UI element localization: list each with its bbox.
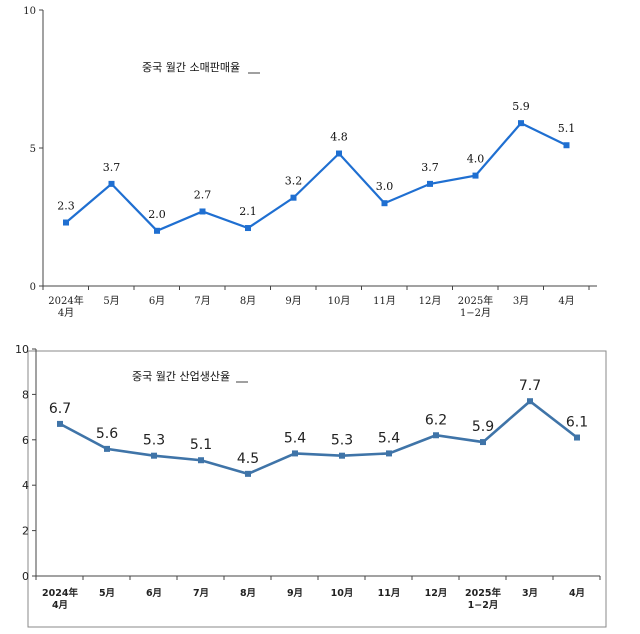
data-label: 5.1 bbox=[190, 437, 212, 453]
x-tick-label: 2025年 1−2月 bbox=[458, 294, 493, 319]
data-point bbox=[386, 450, 392, 457]
y-tick-label: 6 bbox=[22, 434, 29, 447]
y-tick-label: 2 bbox=[22, 525, 29, 538]
data-label: 2.7 bbox=[194, 188, 212, 201]
data-point bbox=[154, 227, 160, 234]
chart2-title: 중국 월간 산업생산율 bbox=[132, 370, 230, 383]
x-tick-label: 3月 bbox=[522, 588, 538, 599]
data-label: 5.3 bbox=[143, 433, 165, 449]
data-point bbox=[339, 452, 345, 459]
x-tick-label: 12月 bbox=[419, 295, 442, 307]
data-label: 5.9 bbox=[472, 419, 494, 435]
chart2-frame bbox=[27, 350, 607, 628]
data-label: 5.3 bbox=[331, 433, 353, 449]
chart2-x-ticks: 2024年 4月 5月 6月 7月 8月 9月 10月 11月 12月 2025年 1−2月 3月 4月 bbox=[35, 576, 601, 611]
data-point bbox=[427, 180, 433, 187]
x-tick-label: 7月 bbox=[193, 588, 209, 599]
data-label: 3.2 bbox=[285, 175, 303, 188]
series-line bbox=[65, 121, 567, 233]
data-label: 5.6 bbox=[96, 426, 118, 442]
y-tick-label: 5 bbox=[30, 144, 36, 155]
data-point bbox=[57, 420, 63, 427]
data-label: 3.7 bbox=[421, 161, 439, 174]
data-point bbox=[290, 194, 297, 201]
x-tick-label: 2024年 4月 bbox=[48, 294, 83, 319]
data-point bbox=[245, 470, 251, 477]
retail-sales-chart: 0 5 10 2024年 4月 5月 6月 7月 8月 9月 10月 11月 12月 2025年 1−2月… bbox=[23, 6, 597, 319]
x-tick-label: 11月 bbox=[378, 588, 401, 599]
y-tick-label: 10 bbox=[23, 6, 36, 17]
data-point bbox=[292, 450, 298, 457]
x-tick-label: 8月 bbox=[240, 295, 256, 307]
x-tick-label: 6月 bbox=[146, 588, 162, 599]
x-tick-label: 4月 bbox=[569, 588, 585, 599]
x-tick-label: 5月 bbox=[99, 588, 115, 599]
data-point bbox=[472, 172, 479, 179]
chart1-y-ticks: 0 5 10 bbox=[23, 6, 43, 293]
data-point bbox=[151, 452, 157, 459]
data-label: 5.4 bbox=[284, 430, 306, 446]
data-label: 3.7 bbox=[103, 161, 121, 174]
data-point bbox=[63, 219, 69, 226]
data-point bbox=[198, 457, 204, 464]
data-label: 2.1 bbox=[239, 205, 257, 218]
chart1-data-labels: 2.3 3.7 2.0 2.7 2.1 3.2 4.8 3.0 3.7 4.0 5.9 5.1 bbox=[57, 100, 575, 221]
x-tick-label: 8月 bbox=[240, 588, 256, 599]
chart2-y-ticks: 0 2 4 6 8 10 bbox=[15, 343, 36, 583]
data-point bbox=[104, 445, 110, 452]
chart1-axes bbox=[42, 10, 597, 287]
data-label: 2.3 bbox=[57, 200, 75, 213]
x-tick-label: 3月 bbox=[513, 295, 529, 307]
x-tick-label: 5月 bbox=[103, 295, 119, 307]
x-tick-label: 10月 bbox=[331, 588, 354, 599]
chart2-axes bbox=[35, 349, 600, 577]
x-tick-label: 4月 bbox=[558, 295, 574, 307]
data-label: 5.9 bbox=[512, 100, 530, 113]
industrial-production-chart: 0 2 4 6 8 10 2024年 4月 5月 6月 7月 8月 9月 10月 11月 12月 2025年 1… bbox=[15, 343, 607, 628]
data-label: 5.4 bbox=[378, 430, 400, 446]
data-point bbox=[199, 208, 206, 215]
y-tick-label: 0 bbox=[30, 282, 36, 293]
data-label: 4.5 bbox=[237, 451, 259, 467]
x-tick-label: 10月 bbox=[328, 295, 351, 307]
data-label: 7.7 bbox=[519, 378, 541, 394]
y-tick-label: 0 bbox=[22, 570, 29, 583]
series-line bbox=[59, 399, 578, 476]
x-tick-label: 2024年 4月 bbox=[42, 587, 78, 611]
data-point bbox=[433, 432, 439, 439]
data-label: 2.0 bbox=[148, 208, 166, 221]
x-tick-label: 11月 bbox=[373, 295, 396, 307]
data-point bbox=[381, 200, 388, 207]
data-label: 3.0 bbox=[376, 180, 394, 193]
chart1-x-ticks: 2024年 4月 5月 6月 7月 8月 9月 10月 11月 12月 2025年 1−2月 3月 4月 bbox=[42, 286, 590, 319]
data-label: 6.1 bbox=[566, 415, 588, 431]
x-tick-label: 7月 bbox=[194, 295, 210, 307]
data-point bbox=[518, 120, 524, 127]
x-tick-label: 9月 bbox=[287, 588, 303, 599]
chart1-series bbox=[63, 120, 570, 234]
x-tick-label: 12月 bbox=[425, 588, 448, 599]
chart2-data-labels: 6.7 5.6 5.3 5.1 4.5 5.4 5.3 5.4 6.2 5.9 7.7 6.1 bbox=[49, 378, 588, 467]
y-tick-label: 10 bbox=[15, 343, 29, 356]
data-label: 5.1 bbox=[558, 122, 576, 135]
y-tick-label: 8 bbox=[22, 388, 29, 401]
x-tick-label: 2025年 1−2月 bbox=[465, 587, 501, 611]
chart1-title: 중국 월간 소매판매율 bbox=[142, 61, 240, 74]
data-label: 4.8 bbox=[330, 131, 348, 144]
data-point bbox=[108, 180, 115, 187]
data-point bbox=[527, 398, 533, 405]
data-point bbox=[480, 439, 486, 446]
chart2-series bbox=[57, 398, 580, 477]
data-label: 4.0 bbox=[467, 153, 485, 166]
data-point bbox=[574, 434, 580, 441]
data-label: 6.2 bbox=[425, 412, 447, 428]
data-point bbox=[336, 150, 342, 157]
y-tick-label: 4 bbox=[22, 479, 29, 492]
x-tick-label: 9月 bbox=[285, 295, 301, 307]
x-tick-label: 6月 bbox=[149, 295, 165, 307]
data-point bbox=[245, 225, 251, 232]
data-point bbox=[563, 142, 570, 149]
data-label: 6.7 bbox=[49, 401, 71, 417]
